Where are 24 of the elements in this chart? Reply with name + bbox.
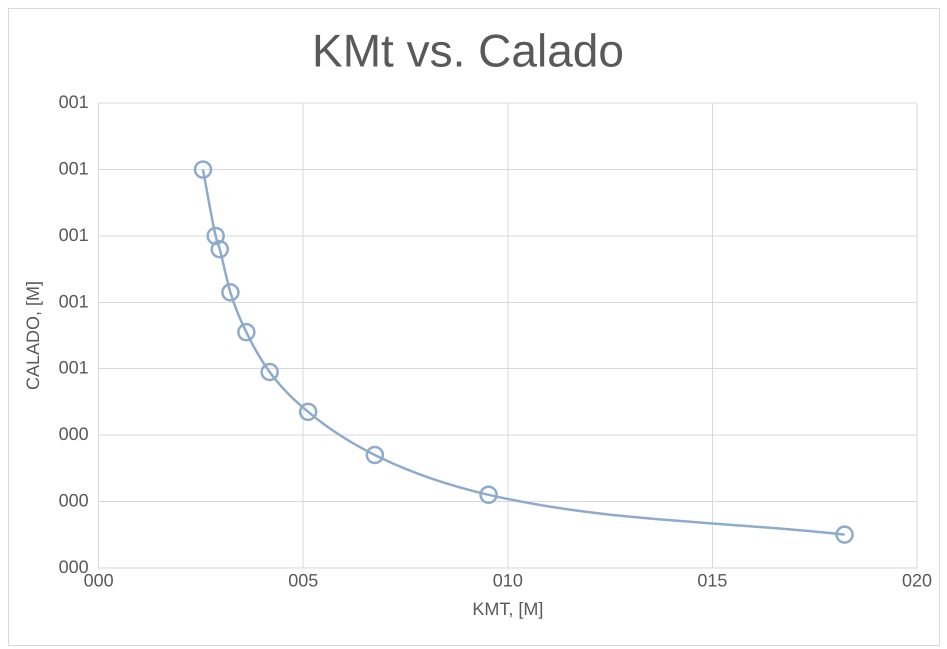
x-tick-label: 005 [288, 570, 318, 591]
point [210, 240, 229, 258]
y-tick-label: 001 [58, 92, 89, 112]
point [835, 525, 854, 544]
x-tick-label: 010 [492, 570, 523, 591]
point [194, 160, 212, 179]
point [237, 322, 256, 342]
point [479, 486, 498, 504]
chart-title: KMt vs. Calado [312, 24, 624, 76]
x-axis-title: KMT, [M] [472, 599, 544, 620]
point [206, 226, 225, 246]
x-tick-label: 020 [902, 570, 932, 591]
y-tick-label: 001 [58, 224, 89, 245]
y-tick-label: 001 [58, 358, 89, 378]
point [260, 362, 279, 382]
y-axis-title: CALADO, [M] [22, 280, 43, 390]
point [221, 283, 240, 302]
y-tick-label: 000 [58, 490, 89, 510]
y-tick-label: 000 [58, 424, 89, 444]
point [366, 446, 384, 464]
y-tick-label: 001 [58, 291, 89, 312]
y-tick-label: 001 [58, 158, 89, 179]
x-tick-label: 015 [697, 570, 728, 591]
point [298, 402, 318, 422]
